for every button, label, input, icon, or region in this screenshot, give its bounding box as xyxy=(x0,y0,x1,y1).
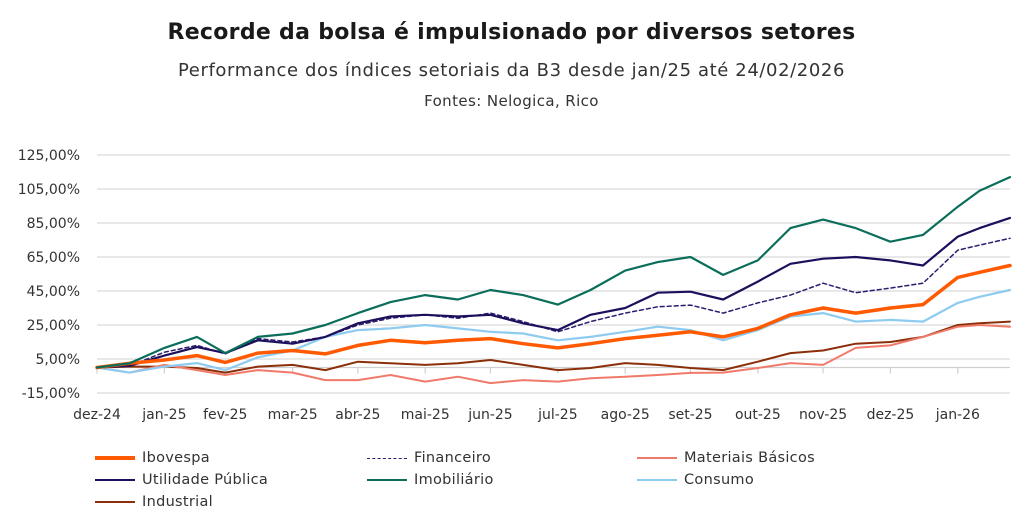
x-tick-label: abr-25 xyxy=(335,407,380,423)
x-tick-label: set-25 xyxy=(668,407,712,423)
y-tick-label: 5,00% xyxy=(36,352,80,368)
x-tick-label: ago-25 xyxy=(601,407,650,423)
x-tick-label: dez-24 xyxy=(73,407,121,423)
legend-swatch xyxy=(637,457,677,459)
chart-source: Fontes: Nelogica, Rico xyxy=(424,92,599,110)
legend-item: Consumo xyxy=(637,472,754,488)
legend-swatch xyxy=(95,479,135,481)
series-line-materiais-b-sicos xyxy=(96,324,1011,385)
x-tick-label: mar-25 xyxy=(268,407,318,423)
series-line-utilidade-p-blica xyxy=(95,216,1012,369)
legend-item: Utilidade Pública xyxy=(95,472,268,488)
series-line-consumo xyxy=(95,288,1012,374)
legend-label: Imobiliário xyxy=(414,472,494,488)
legend-item: Industrial xyxy=(95,494,213,510)
y-tick-label: 65,00% xyxy=(27,250,80,266)
legend-label: Utilidade Pública xyxy=(142,472,269,488)
y-tick-label: 45,00% xyxy=(27,284,80,300)
legend-swatch xyxy=(95,501,135,503)
y-tick-label: 85,00% xyxy=(27,216,80,232)
x-tick-label: dez-25 xyxy=(867,407,915,423)
series-line-ibovespa xyxy=(95,263,1012,370)
x-tick-label: fev-25 xyxy=(203,407,247,423)
legend-swatch xyxy=(95,456,135,460)
x-tick-label: jul-25 xyxy=(537,407,578,423)
legend-item: Materiais Básicos xyxy=(637,450,815,466)
legend-swatch xyxy=(367,457,407,459)
series-line-industrial xyxy=(96,320,1011,374)
legend-label: Consumo xyxy=(684,472,755,488)
legend-swatch xyxy=(367,479,407,481)
chart-subtitle: Performance dos índices setoriais da B3 … xyxy=(177,60,846,81)
x-tick-label: jan-26 xyxy=(935,407,980,423)
x-tick-label: jun-25 xyxy=(467,407,513,423)
legend-label: Financeiro xyxy=(414,450,492,466)
y-tick-label: 105,00% xyxy=(18,182,80,198)
legend-item: Ibovespa xyxy=(95,450,210,466)
legend-item: Imobiliário xyxy=(367,472,494,488)
line-chart: -15,00% 5,00% 25,00% 45,00% 65,00% 85,00% 105,… xyxy=(18,148,1012,423)
legend-label: Materiais Básicos xyxy=(684,450,815,466)
x-tick-label: nov-25 xyxy=(799,407,847,423)
x-tick-label: mai-25 xyxy=(401,407,450,423)
series-line-imobili-rio xyxy=(95,176,1012,369)
x-tick-label: jan-25 xyxy=(141,407,186,423)
legend-swatch xyxy=(637,479,677,481)
legend-label: Ibovespa xyxy=(142,450,210,466)
y-tick-label: -15,00% xyxy=(22,386,80,402)
y-tick-label: 25,00% xyxy=(27,318,80,334)
y-tick-label: 125,00% xyxy=(18,148,80,164)
legend-label: Industrial xyxy=(142,494,214,510)
x-tick-label: out-25 xyxy=(735,407,781,423)
chart-title: Recorde da bolsa é impulsionado por dive… xyxy=(167,20,856,45)
legend-item: Financeiro xyxy=(367,450,491,466)
